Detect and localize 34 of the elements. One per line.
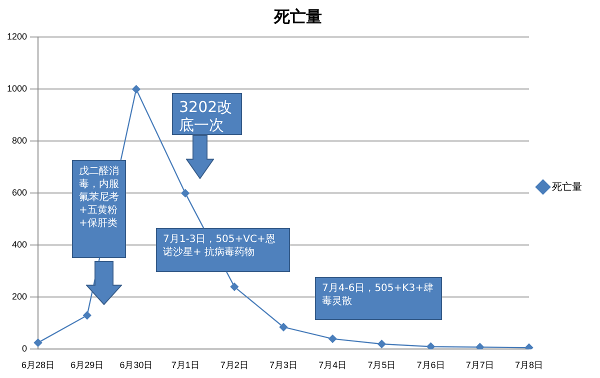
point xyxy=(83,311,92,320)
chart-title: 死亡量 xyxy=(273,6,322,26)
y-tick-label: 200 xyxy=(12,292,28,302)
x-tick-label: 7月1日 xyxy=(171,360,200,370)
x-tick-label: 7月6日 xyxy=(416,360,445,370)
callout-box: 7月4-6日，505+K3+肆毒灵散 xyxy=(315,277,442,320)
x-tick-label: 7月8日 xyxy=(514,360,544,370)
callout-box: 7月1-3日，505+VC+恩诺沙星+ 抗病毒药物 xyxy=(156,228,290,272)
legend-label: 死亡量 xyxy=(552,180,582,193)
x-tick-label: 6月29日 xyxy=(70,360,104,370)
y-tick-label: 1200 xyxy=(6,32,28,42)
point xyxy=(476,343,484,350)
point xyxy=(132,85,140,94)
x-tick-label: 7月5日 xyxy=(368,360,396,370)
x-tick-label: 7月7日 xyxy=(466,360,494,370)
point xyxy=(426,342,435,350)
y-tick-label: 400 xyxy=(12,240,28,250)
point xyxy=(328,334,337,343)
point xyxy=(181,189,190,198)
y-tick-label: 600 xyxy=(12,188,28,198)
point xyxy=(279,323,288,332)
point xyxy=(34,338,42,347)
y-tick-label: 1000 xyxy=(6,84,28,94)
x-tick-label: 7月2日 xyxy=(220,360,248,370)
x-tick-label: 6月28日 xyxy=(22,360,55,370)
x-tick-label: 7月4日 xyxy=(318,360,347,370)
point xyxy=(230,282,239,291)
x-tick-label: 6月30日 xyxy=(120,360,153,370)
callout-box: 3202改底一次 xyxy=(172,93,242,135)
callout-box: 戊二醛消毒，内服氟苯尼考+五黄粉+保肝类 xyxy=(72,160,126,258)
y-tick-label: 800 xyxy=(12,136,28,146)
x-tick-label: 7月3日 xyxy=(270,360,298,370)
point xyxy=(378,340,386,348)
y-tick-label: 0 xyxy=(22,344,28,354)
